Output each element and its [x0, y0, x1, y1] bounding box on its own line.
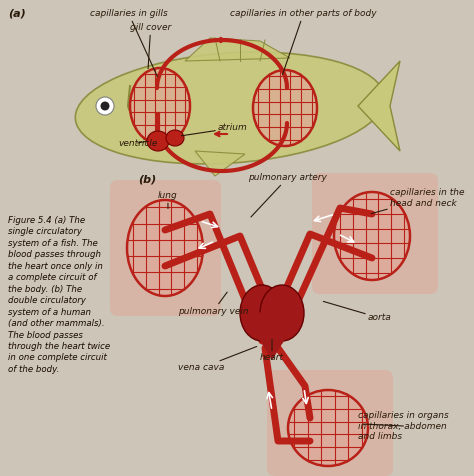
Text: vena cava: vena cava: [178, 347, 257, 373]
Ellipse shape: [127, 200, 203, 296]
Polygon shape: [244, 313, 300, 359]
Polygon shape: [358, 61, 400, 151]
Text: capillaries in gills: capillaries in gills: [90, 10, 168, 77]
Text: capillaries in other parts of body: capillaries in other parts of body: [230, 10, 377, 75]
Text: ventricle: ventricle: [118, 139, 157, 148]
FancyBboxPatch shape: [110, 180, 221, 316]
Text: pulmonary vein: pulmonary vein: [178, 292, 249, 316]
Text: (b): (b): [138, 174, 156, 184]
Ellipse shape: [130, 68, 190, 144]
Ellipse shape: [96, 97, 114, 115]
Ellipse shape: [334, 192, 410, 280]
Text: heart: heart: [260, 339, 284, 363]
Polygon shape: [185, 38, 290, 61]
Polygon shape: [195, 151, 245, 176]
Text: capillaries in the
head and neck: capillaries in the head and neck: [371, 188, 465, 214]
Text: lung: lung: [158, 191, 178, 208]
Ellipse shape: [100, 101, 109, 110]
Text: capillaries in organs
in thorax, abdomen
and limbs: capillaries in organs in thorax, abdomen…: [358, 411, 449, 441]
Ellipse shape: [147, 131, 169, 151]
FancyBboxPatch shape: [312, 173, 438, 294]
Ellipse shape: [288, 390, 368, 466]
FancyBboxPatch shape: [267, 370, 393, 476]
Ellipse shape: [166, 130, 184, 146]
Text: atrium: atrium: [182, 123, 248, 136]
Ellipse shape: [253, 70, 317, 146]
Ellipse shape: [240, 285, 284, 341]
Text: gill cover: gill cover: [130, 23, 171, 69]
Text: pulmonary artery: pulmonary artery: [248, 173, 327, 217]
Text: Figure 5.4 (a) The
single circulatory
system of a fish. The
blood passes through: Figure 5.4 (a) The single circulatory sy…: [8, 216, 110, 374]
Ellipse shape: [260, 285, 304, 341]
Ellipse shape: [75, 52, 385, 164]
Text: aorta: aorta: [323, 301, 392, 323]
Text: (a): (a): [8, 8, 26, 18]
